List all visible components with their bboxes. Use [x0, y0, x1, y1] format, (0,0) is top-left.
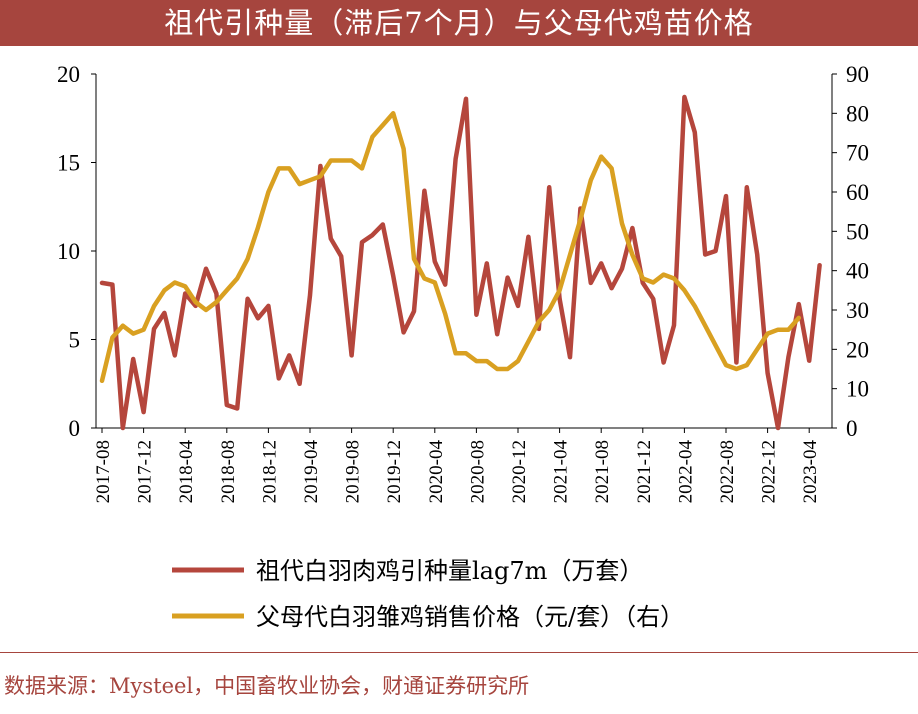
- left-tick-label: 20: [57, 62, 80, 87]
- title-bar: [0, 0, 918, 46]
- x-tick-label: 2018-12: [259, 440, 280, 503]
- right-tick-label: 30: [846, 298, 869, 323]
- source-divider: [0, 652, 918, 653]
- legend-item-grandparent-imports-label: 祖代白羽肉鸡引种量lag7m（万套）: [256, 557, 643, 585]
- x-tick-label: 2022-12: [759, 440, 780, 503]
- right-tick-label: 50: [846, 219, 869, 244]
- chart-title: 祖代引种量（滞后7个月）与父母代鸡苗价格: [164, 6, 754, 40]
- x-tick-label: 2019-12: [384, 440, 405, 503]
- left-tick-label: 5: [69, 328, 81, 353]
- x-tick-label: 2018-08: [218, 440, 239, 503]
- x-tick-label: 2017-08: [93, 440, 114, 503]
- x-tick-label: 2019-08: [343, 440, 364, 503]
- x-tick-label: 2023-04: [800, 440, 821, 504]
- right-tick-label: 10: [846, 377, 869, 402]
- x-tick-label: 2019-04: [301, 440, 322, 504]
- x-tick-label: 2020-08: [467, 440, 488, 503]
- left-tick-label: 15: [57, 151, 80, 176]
- series-line-grandparent-imports: [99, 94, 822, 431]
- right-tick-label: 80: [846, 101, 869, 126]
- x-tick-label: 2017-12: [135, 440, 156, 503]
- source-note: 数据来源：Mysteel，中国畜牧业协会，财通证券研究所: [4, 674, 530, 698]
- x-tick-label: 2021-08: [592, 440, 613, 503]
- x-tick-label: 2022-08: [717, 440, 738, 503]
- right-tick-label: 40: [846, 259, 869, 284]
- right-tick-label: 70: [846, 141, 869, 166]
- x-tick-label: 2020-04: [426, 440, 447, 504]
- x-tick-label: 2020-12: [509, 440, 530, 503]
- x-tick-label: 2021-04: [551, 440, 572, 504]
- legend-item-parent-chick-price-label: 父母代白羽雏鸡销售价格（元/套）（右）: [256, 603, 684, 631]
- right-tick-label: 20: [846, 337, 869, 362]
- right-tick-label: 0: [846, 416, 858, 441]
- chart-canvas: 0 5 10 15 20 0 10 20 30 40 50 60 70 80 90 2017-08 2017-1…: [57, 62, 869, 631]
- x-tick-label: 2022-04: [675, 440, 696, 504]
- x-tick-label: 2021-12: [634, 440, 655, 503]
- right-tick-label: 90: [846, 62, 869, 87]
- left-tick-label: 10: [57, 239, 80, 264]
- x-tick-label: 2018-04: [176, 440, 197, 504]
- right-tick-label: 60: [846, 180, 869, 205]
- left-tick-label: 0: [69, 416, 81, 441]
- series-line-parent-chick-price: [99, 111, 802, 384]
